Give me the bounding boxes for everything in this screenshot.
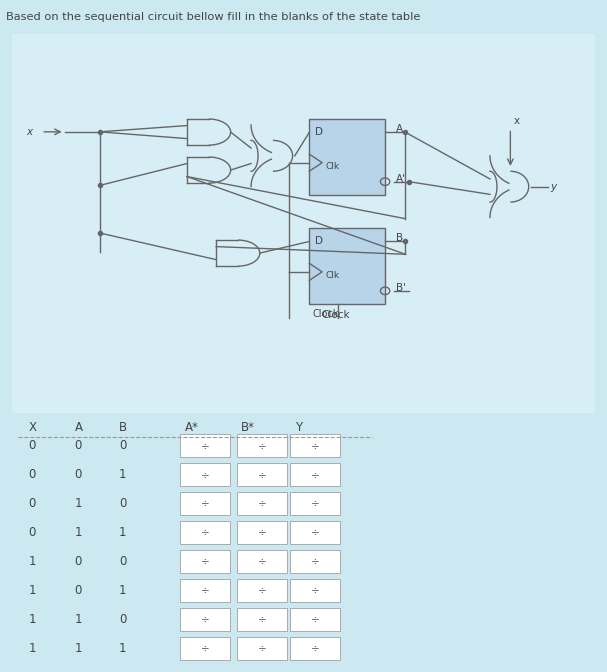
FancyBboxPatch shape [290,608,341,630]
FancyBboxPatch shape [290,464,341,486]
Text: ÷: ÷ [257,585,266,595]
Polygon shape [187,157,209,183]
Text: 0: 0 [29,439,36,452]
FancyBboxPatch shape [237,608,287,630]
Text: ÷: ÷ [311,556,320,566]
FancyBboxPatch shape [290,579,341,601]
Text: Y: Y [294,421,302,434]
Text: ÷: ÷ [201,470,210,480]
Text: Based on the sequential circuit bellow fill in the blanks of the state table: Based on the sequential circuit bellow f… [6,12,421,22]
Text: 1: 1 [75,642,82,655]
Text: D: D [315,237,323,247]
FancyBboxPatch shape [180,435,230,457]
Text: 1: 1 [29,642,36,655]
Text: D: D [315,127,323,137]
Text: 1: 1 [119,526,127,539]
FancyBboxPatch shape [237,493,287,515]
Text: 0: 0 [75,555,82,568]
Text: ÷: ÷ [311,499,320,509]
Text: ÷: ÷ [311,528,320,538]
Text: 0: 0 [29,526,36,539]
Text: 1: 1 [119,642,127,655]
Text: B': B' [396,283,405,293]
FancyBboxPatch shape [180,637,230,660]
FancyBboxPatch shape [180,550,230,573]
FancyBboxPatch shape [290,435,341,457]
Text: ÷: ÷ [201,556,210,566]
FancyBboxPatch shape [180,493,230,515]
FancyBboxPatch shape [9,31,598,416]
Text: A: A [75,421,83,434]
Text: 0: 0 [119,613,126,626]
FancyBboxPatch shape [290,493,341,515]
Text: 1: 1 [119,584,127,597]
Text: Clock: Clock [321,310,350,321]
Text: x: x [514,116,520,126]
Text: ÷: ÷ [311,470,320,480]
Text: ÷: ÷ [201,441,210,451]
Text: A*: A* [185,421,198,434]
Text: Clk: Clk [325,271,339,280]
Text: ÷: ÷ [257,614,266,624]
Text: A': A' [396,173,405,183]
FancyBboxPatch shape [290,521,341,544]
FancyBboxPatch shape [180,579,230,601]
Text: X: X [29,421,36,434]
Text: ÷: ÷ [257,499,266,509]
Text: ÷: ÷ [201,644,210,653]
Text: A: A [396,124,402,134]
Text: 1: 1 [29,584,36,597]
Text: ÷: ÷ [201,528,210,538]
Text: ÷: ÷ [201,614,210,624]
FancyBboxPatch shape [237,435,287,457]
Text: y: y [550,181,556,192]
Text: ÷: ÷ [201,499,210,509]
Text: 1: 1 [29,613,36,626]
Text: B*: B* [241,421,255,434]
FancyBboxPatch shape [290,550,341,573]
Text: 1: 1 [75,526,82,539]
Text: 0: 0 [119,497,126,510]
Text: ÷: ÷ [311,614,320,624]
Polygon shape [216,240,238,266]
Text: x: x [27,127,33,137]
Text: ÷: ÷ [257,556,266,566]
Text: 0: 0 [29,497,36,510]
FancyBboxPatch shape [237,550,287,573]
Text: 1: 1 [75,497,82,510]
FancyBboxPatch shape [237,579,287,601]
Text: ÷: ÷ [311,585,320,595]
Text: B: B [396,233,402,243]
Text: B: B [119,421,127,434]
Text: 1: 1 [75,613,82,626]
Text: ÷: ÷ [311,441,320,451]
Text: 1: 1 [119,468,127,481]
FancyBboxPatch shape [237,521,287,544]
Text: ÷: ÷ [257,644,266,653]
Text: 0: 0 [75,439,82,452]
FancyBboxPatch shape [237,637,287,660]
Text: ÷: ÷ [201,585,210,595]
Text: 0: 0 [119,555,126,568]
Text: Clock: Clock [312,309,339,319]
FancyBboxPatch shape [290,637,341,660]
Polygon shape [187,119,209,145]
Bar [310,228,385,304]
Text: 0: 0 [75,468,82,481]
FancyBboxPatch shape [180,464,230,486]
Text: Clk: Clk [325,161,339,171]
Text: ÷: ÷ [311,644,320,653]
Text: 1: 1 [29,555,36,568]
FancyBboxPatch shape [180,521,230,544]
Text: 0: 0 [75,584,82,597]
Text: ÷: ÷ [257,441,266,451]
FancyBboxPatch shape [237,464,287,486]
Bar [310,119,385,195]
Text: ÷: ÷ [257,470,266,480]
Text: ÷: ÷ [257,528,266,538]
FancyBboxPatch shape [180,608,230,630]
Text: 0: 0 [119,439,126,452]
Text: 0: 0 [29,468,36,481]
